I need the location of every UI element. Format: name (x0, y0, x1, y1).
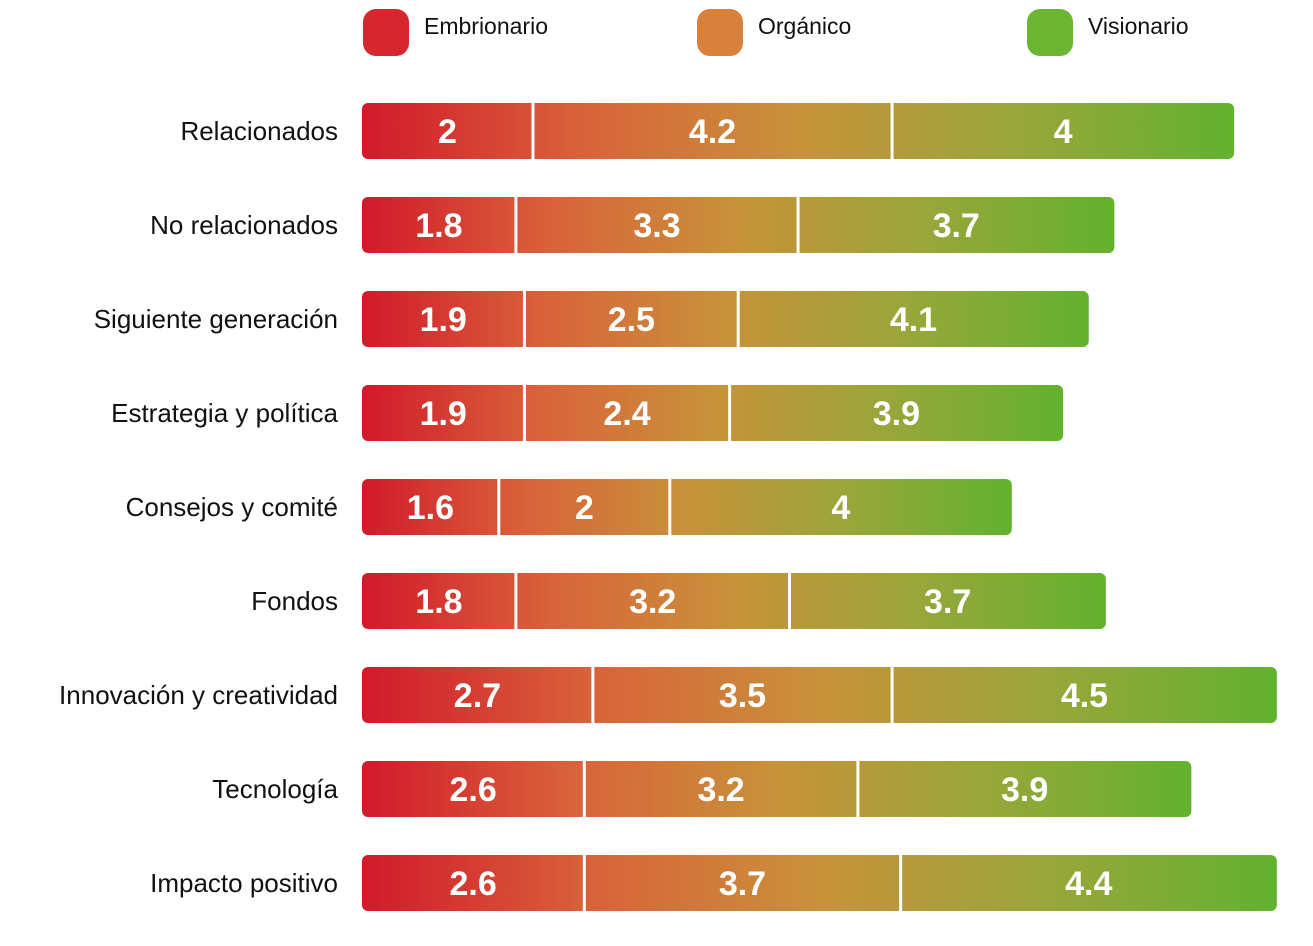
data-label: 3.9 (1001, 771, 1048, 809)
bar-background (362, 855, 1277, 911)
segment-divider (582, 855, 586, 911)
category-label: Tecnología (212, 774, 338, 804)
data-label: 2.4 (603, 395, 650, 433)
data-label: 2 (575, 489, 594, 527)
segment-divider (591, 667, 595, 723)
bar-row: 1.8 3.2 3.7 (362, 573, 1106, 629)
segment-divider (531, 103, 535, 159)
legend-swatch-embrionario (363, 9, 409, 56)
legend-label: Orgánico (758, 13, 851, 39)
data-label: 2.5 (608, 301, 655, 339)
legend-swatch-visionario (1027, 9, 1073, 56)
data-label: 3.7 (933, 207, 980, 245)
bar-background (362, 385, 1064, 441)
legend-label: Embrionario (424, 13, 548, 39)
data-label: 3.7 (719, 865, 766, 903)
data-label: 3.9 (873, 395, 920, 433)
segment-divider (582, 761, 586, 817)
segment-divider (856, 761, 860, 817)
category-label: Impacto positivo (150, 868, 338, 898)
bars: 2 4.2 41.8 3.3 3.71.9 2.5 4.11.9 2.4 3.91.6 2 41.8… (362, 103, 1277, 911)
segment-divider (890, 103, 894, 159)
category-label: Fondos (251, 586, 338, 616)
data-label: 3.3 (633, 207, 680, 245)
bar-background (362, 573, 1106, 629)
bar-background (362, 103, 1235, 159)
bar-row: 1.8 3.3 3.7 (362, 197, 1115, 253)
legend: Embrionario Orgánico Visionario (363, 9, 1189, 56)
segment-divider (514, 573, 518, 629)
segment-divider (796, 197, 800, 253)
bar-row: 2 4.2 4 (362, 103, 1235, 159)
segment-divider (728, 385, 732, 441)
segment-divider (899, 855, 903, 911)
data-label: 3.7 (924, 583, 971, 621)
category-label: Innovación y creatividad (59, 680, 338, 710)
data-label: 1.9 (420, 395, 467, 433)
data-label: 4.4 (1065, 865, 1112, 903)
category-label: No relacionados (150, 210, 338, 240)
data-label: 4 (1054, 113, 1073, 151)
bar-row: 2.6 3.2 3.9 (362, 761, 1192, 817)
data-label: 1.8 (415, 583, 462, 621)
legend-swatch-orgánico (697, 9, 743, 56)
bar-row: 1.6 2 4 (362, 479, 1012, 535)
bar-row: 2.7 3.5 4.5 (362, 667, 1277, 723)
data-label: 1.9 (420, 301, 467, 339)
bar-background (362, 667, 1277, 723)
data-label: 3.5 (719, 677, 766, 715)
data-label: 2 (438, 113, 457, 151)
bar-row: 2.6 3.7 4.4 (362, 855, 1277, 911)
segment-divider (668, 479, 672, 535)
category-label: Siguiente generación (94, 304, 338, 334)
bar-background (362, 479, 1012, 535)
segment-divider (890, 667, 894, 723)
data-label: 1.8 (415, 207, 462, 245)
data-label: 2.6 (450, 865, 497, 903)
data-label: 1.6 (407, 489, 454, 527)
bar-background (362, 761, 1192, 817)
category-label: Consejos y comité (126, 492, 338, 522)
bar-background (362, 291, 1089, 347)
data-label: 2.7 (454, 677, 501, 715)
bar-row: 1.9 2.4 3.9 (362, 385, 1064, 441)
segment-divider (497, 479, 501, 535)
segment-divider (514, 197, 518, 253)
segment-divider (788, 573, 791, 629)
data-label: 2.6 (450, 771, 497, 809)
data-label: 4.1 (890, 301, 937, 339)
legend-label: Visionario (1088, 13, 1189, 39)
data-label: 3.2 (697, 771, 744, 809)
category-labels: Relacionados No relacionados Siguiente gen… (59, 116, 338, 898)
segment-divider (736, 291, 740, 347)
segment-divider (522, 385, 526, 441)
data-label: 4.2 (689, 113, 736, 151)
category-label: Relacionados (180, 116, 338, 146)
bar-background (362, 197, 1115, 253)
segment-divider (522, 291, 526, 347)
category-label: Estrategia y política (111, 398, 338, 428)
data-label: 4 (831, 489, 850, 527)
bar-row: 1.9 2.5 4.1 (362, 291, 1089, 347)
data-label: 3.2 (629, 583, 676, 621)
data-label: 4.5 (1061, 677, 1108, 715)
